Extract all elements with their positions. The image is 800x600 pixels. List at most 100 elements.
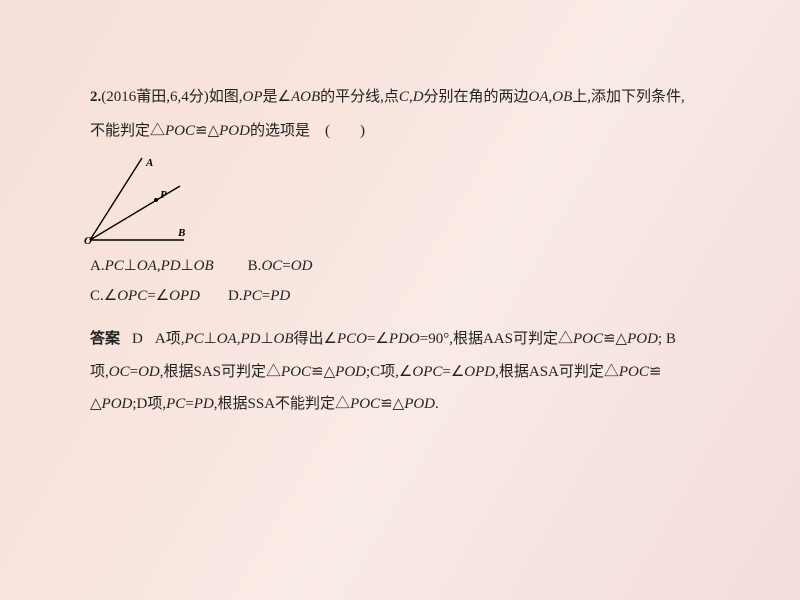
cong-sym: ≌ [195, 122, 208, 139]
svg-text:P: P [160, 189, 167, 201]
var: OB [274, 331, 294, 347]
t: 是 [263, 89, 278, 105]
var: OP [243, 89, 263, 105]
var: OB [552, 89, 572, 105]
t: D项, [137, 396, 167, 412]
var: OA [529, 89, 549, 105]
var: POC [619, 364, 649, 380]
var: POD [627, 331, 658, 347]
t: △ [324, 364, 336, 380]
t: A项, [155, 331, 185, 347]
opt-c-label: C. [90, 288, 104, 304]
t: △ [393, 396, 405, 412]
question-number: 2. [90, 89, 101, 105]
answer-block: 答案DA项,PC⊥OA,PD⊥OB得出∠PCO=∠PDO=90°,根据AAS可判… [90, 323, 710, 421]
t: 不能判定△ [90, 123, 165, 139]
var: PD [240, 331, 260, 347]
perp-sym: ⊥ [204, 330, 217, 347]
var: PC [184, 331, 203, 347]
perp-sym: ⊥ [260, 330, 273, 347]
var: OPC [117, 288, 147, 304]
angle-sym: ∠ [451, 363, 464, 380]
t: 上,添加下列条件, [572, 89, 685, 105]
answer-label: 答案 [90, 331, 120, 347]
t: △ [208, 123, 220, 139]
t: ,根据SSA不能判定△ [214, 396, 350, 412]
var: PDO [389, 331, 420, 347]
var: OPD [464, 364, 495, 380]
geometry-diagram: A B O P [84, 154, 710, 257]
angle-sym: ∠ [104, 287, 117, 304]
var: POD [219, 123, 250, 139]
answer-letter: D [132, 331, 143, 347]
t: 得出 [294, 331, 324, 347]
t: =90°,根据AAS可判定△ [420, 331, 573, 347]
var: OB [194, 258, 214, 274]
opt-b-label: B. [248, 258, 262, 274]
question-source: (2016莆田,6,4分) [101, 89, 209, 105]
var: OA [217, 331, 237, 347]
cong-sym: ≌ [380, 395, 393, 412]
t: 分别在角的两边 [424, 89, 529, 105]
svg-text:O: O [84, 235, 92, 246]
var: C [399, 89, 409, 105]
angle-sym: ∠ [375, 330, 388, 347]
var: PD [270, 288, 290, 304]
t: = [147, 288, 155, 304]
t: ; [658, 331, 662, 347]
svg-text:B: B [177, 227, 185, 239]
svg-text:A: A [145, 157, 153, 169]
var: OA [137, 258, 157, 274]
t: = [282, 258, 290, 274]
var: PC [105, 258, 124, 274]
t: △ [616, 331, 628, 347]
t: = [442, 364, 450, 380]
opt-a-label: A. [90, 258, 105, 274]
opt-d-label: D. [228, 288, 243, 304]
angle-sym: ∠ [324, 330, 337, 347]
var: OPC [412, 364, 442, 380]
angle-sym: ∠ [278, 88, 291, 105]
var: PD [194, 396, 214, 412]
diagram-svg: A B O P [84, 154, 190, 246]
var: PC [243, 288, 262, 304]
t: 的选项是 ( ) [250, 123, 365, 139]
var: OPD [169, 288, 200, 304]
options-row-2: C.∠OPC=∠OPDD.PC=PD [90, 281, 710, 311]
exercise-content: 2.(2016莆田,6,4分)如图,OP是∠AOB的平分线,点C,D分别在角的两… [90, 80, 710, 421]
var: POC [573, 331, 603, 347]
t: △ [90, 396, 102, 412]
var: POD [335, 364, 366, 380]
var: AOB [291, 89, 320, 105]
var: PC [166, 396, 185, 412]
var: OC [261, 258, 282, 274]
question-line-2: 不能判定△POC≌△POD的选项是 ( ) [90, 114, 710, 148]
t: 的平分线,点 [320, 89, 399, 105]
var: D [413, 89, 424, 105]
var: POD [102, 396, 133, 412]
var: OC [109, 364, 130, 380]
var: PCO [337, 331, 367, 347]
t: = [130, 364, 138, 380]
t: ,根据SAS可判定△ [160, 364, 281, 380]
var: POC [165, 123, 195, 139]
cong-sym: ≌ [603, 330, 616, 347]
perp-sym: ⊥ [124, 257, 137, 274]
var: OD [138, 364, 160, 380]
perp-sym: ⊥ [181, 257, 194, 274]
var: POC [350, 396, 380, 412]
var: PD [161, 258, 181, 274]
t: . [435, 396, 439, 412]
var: POC [281, 364, 311, 380]
angle-sym: ∠ [156, 287, 169, 304]
var: OD [291, 258, 313, 274]
question-line-1: 2.(2016莆田,6,4分)如图,OP是∠AOB的平分线,点C,D分别在角的两… [90, 80, 710, 114]
cong-sym: ≌ [649, 363, 662, 380]
t: 如图, [209, 89, 243, 105]
angle-sym: ∠ [399, 363, 412, 380]
cong-sym: ≌ [311, 363, 324, 380]
options-row-1: A.PC⊥OA,PD⊥OBB.OC=OD [90, 251, 710, 281]
var: POD [404, 396, 435, 412]
t: ,根据ASA可判定△ [495, 364, 619, 380]
t: = [262, 288, 270, 304]
